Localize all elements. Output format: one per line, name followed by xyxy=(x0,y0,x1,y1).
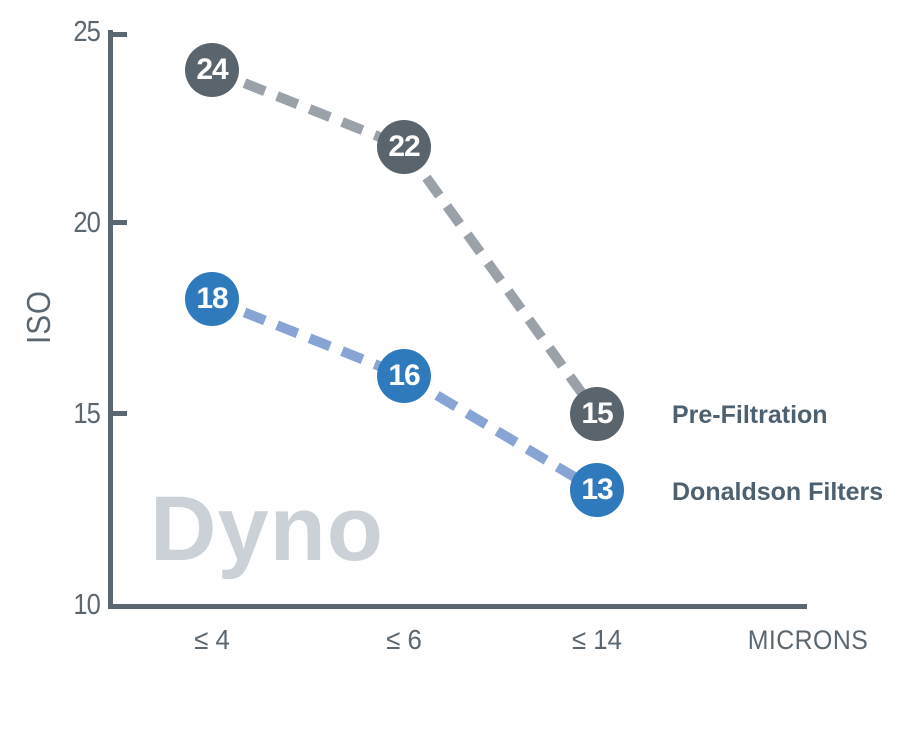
y-tick-label-10: 10 xyxy=(73,589,101,621)
x-category-label-le14: ≤ 14 xyxy=(572,624,622,655)
x-category-label-le6: ≤ 6 xyxy=(386,624,422,655)
data-point-marker: 15 xyxy=(570,387,624,441)
x-axis-unit-label: MICRONS xyxy=(747,625,869,655)
data-point-marker: 13 xyxy=(570,463,624,518)
y-axis-title: ISO xyxy=(20,290,57,344)
y-tick-label-20: 20 xyxy=(73,207,101,239)
y-tick-mark-15 xyxy=(110,411,127,416)
x-axis-line xyxy=(108,604,807,609)
y-tick-mark-25 xyxy=(110,32,127,37)
y-tick-mark-20 xyxy=(110,220,127,225)
data-point-marker: 22 xyxy=(377,119,431,174)
y-tick-label-15: 15 xyxy=(73,398,101,430)
data-point-marker: 24 xyxy=(185,43,239,98)
data-point-marker: 18 xyxy=(185,272,239,327)
x-category-label-le4: ≤ 4 xyxy=(194,624,230,655)
y-axis-line xyxy=(108,30,113,609)
legend-label-pre-filtration: Pre-Filtration xyxy=(672,401,828,429)
legend-label-donaldson-filters: Donaldson Filters xyxy=(672,478,884,506)
watermark-text: Dyno xyxy=(150,478,384,580)
data-point-marker: 16 xyxy=(377,348,431,403)
y-tick-label-25: 25 xyxy=(73,16,101,48)
